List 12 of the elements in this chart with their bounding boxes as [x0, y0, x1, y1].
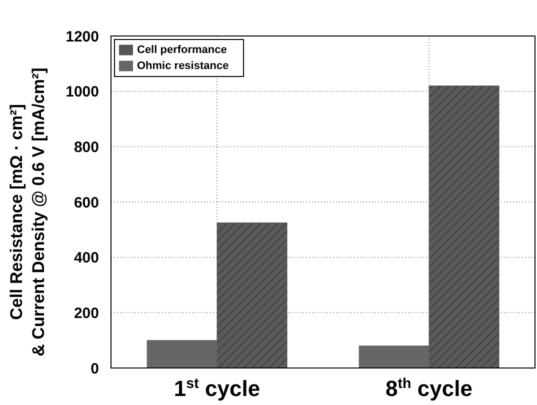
y-tick-label: 600 — [74, 194, 99, 212]
x-tick-label: 8$^{th}$ cycle — [386, 376, 472, 401]
y-tick-label: 400 — [74, 250, 99, 267]
y-tick-label: 800 — [74, 138, 99, 156]
legend-label: Ohmic resistance — [137, 60, 229, 72]
y-tick-label: 1200 — [66, 28, 99, 46]
x-tick-label: 1$^{st}$ cycle — [174, 376, 260, 401]
y-axis-title: Cell Resistance [mΩ · cm²] & Current Density @ 0.6 V [mA/cm²] — [7, 68, 48, 356]
y-tick-label: 200 — [74, 304, 99, 322]
y-tick-label: 0 — [90, 360, 99, 378]
y-tick-label: 1000 — [66, 84, 99, 101]
legend-label: Cell performance — [137, 44, 227, 56]
